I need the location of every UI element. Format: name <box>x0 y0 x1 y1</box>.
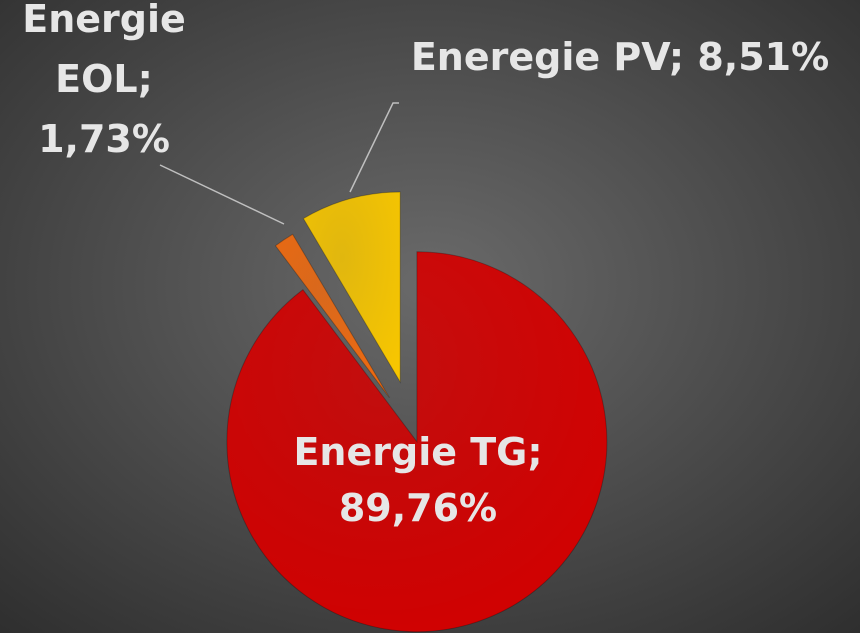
data-label: Eneregie PV; 8,51% <box>411 35 829 79</box>
data-label: Energie EOL; 1,73% <box>22 0 186 161</box>
slice <box>226 251 608 633</box>
leader-line <box>349 102 399 193</box>
leader-line <box>159 164 285 225</box>
labels: Energie TG; 89,76% Energie EOL; 1,73% Eneregi… <box>22 0 829 530</box>
data-label: Energie TG; 89,76% <box>293 430 542 530</box>
slice <box>302 191 401 384</box>
slice <box>274 233 390 399</box>
pie <box>226 191 608 633</box>
